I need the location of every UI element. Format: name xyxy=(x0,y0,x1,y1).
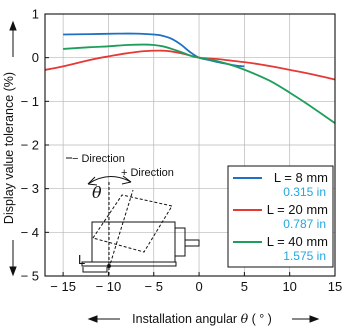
y-axis-title: Display value tolerance (%) xyxy=(2,72,16,224)
arc-arrow-head-left xyxy=(87,176,98,186)
y-tick-label: 1 xyxy=(32,7,39,22)
legend-label-3: L = 40 mm xyxy=(267,234,328,249)
legend: L = 8 mm0.315 in L = 20 mm0.787 in L = 40 … xyxy=(227,165,334,268)
x-axis-title-unit: ( ° ) xyxy=(248,312,272,326)
arc-arrow-head-right xyxy=(121,175,132,185)
installation-diagram: − Direction + Direction θ L xyxy=(66,153,200,275)
theta-symbol: θ xyxy=(92,183,102,202)
legend-label-1: L = 8 mm xyxy=(274,170,328,185)
x-axis-arrows xyxy=(87,315,320,323)
sensor-head xyxy=(174,227,186,257)
legend-sublabel-3: 1.575 in xyxy=(283,249,326,263)
x-arrow-left-head xyxy=(87,315,98,323)
legend-items: L = 8 mm0.315 in L = 20 mm0.787 in L = 40 … xyxy=(233,170,328,263)
tilted-reference-line xyxy=(108,189,134,269)
l-dimension-label: L xyxy=(78,252,85,267)
series-line-3 xyxy=(63,43,336,124)
x-tick-label: − 5 xyxy=(145,279,163,294)
y-arrow-up-head xyxy=(9,20,17,31)
sensor-body xyxy=(91,221,176,263)
y-tick-label: 0 xyxy=(32,50,39,65)
x-axis-title-symbol: θ xyxy=(241,311,249,326)
x-axis-title-text: Installation angular xyxy=(132,312,240,326)
tilted-sensor-outline xyxy=(92,194,173,253)
x-tick-label: 15 xyxy=(328,279,342,294)
y-axis-arrows xyxy=(9,20,17,277)
minus-direction-label: − Direction xyxy=(72,153,125,165)
plus-direction-label: + Direction xyxy=(121,167,174,179)
curve-layer xyxy=(44,32,336,124)
sensor-connector xyxy=(184,239,200,247)
x-axis-title: Installation angular θ ( ° ) xyxy=(132,311,272,326)
y-arrow-down-head xyxy=(9,266,17,277)
x-tick-label: 0 xyxy=(195,279,202,294)
x-tick-label: 10 xyxy=(282,279,296,294)
y-tick-label: − 3 xyxy=(21,181,39,196)
x-tick-label: − 10 xyxy=(96,279,122,294)
l-dimension-bracket xyxy=(82,267,108,273)
direction-arc-arrow xyxy=(87,176,132,185)
sensor-mount xyxy=(81,261,177,267)
y-tick-label: − 4 xyxy=(21,225,39,240)
x-tick-label: 5 xyxy=(241,279,248,294)
legend-sublabel-2: 0.787 in xyxy=(283,217,326,231)
y-tick-label: − 1 xyxy=(21,94,39,109)
y-tick-label: − 2 xyxy=(21,138,39,153)
x-tick-label: − 15 xyxy=(50,279,76,294)
y-tick-label: − 5 xyxy=(21,269,39,284)
x-arrow-right-head xyxy=(309,315,320,323)
legend-label-2: L = 20 mm xyxy=(267,202,328,217)
legend-box xyxy=(227,165,334,268)
pivot-point xyxy=(107,264,111,268)
legend-sublabel-1: 0.315 in xyxy=(283,185,326,199)
